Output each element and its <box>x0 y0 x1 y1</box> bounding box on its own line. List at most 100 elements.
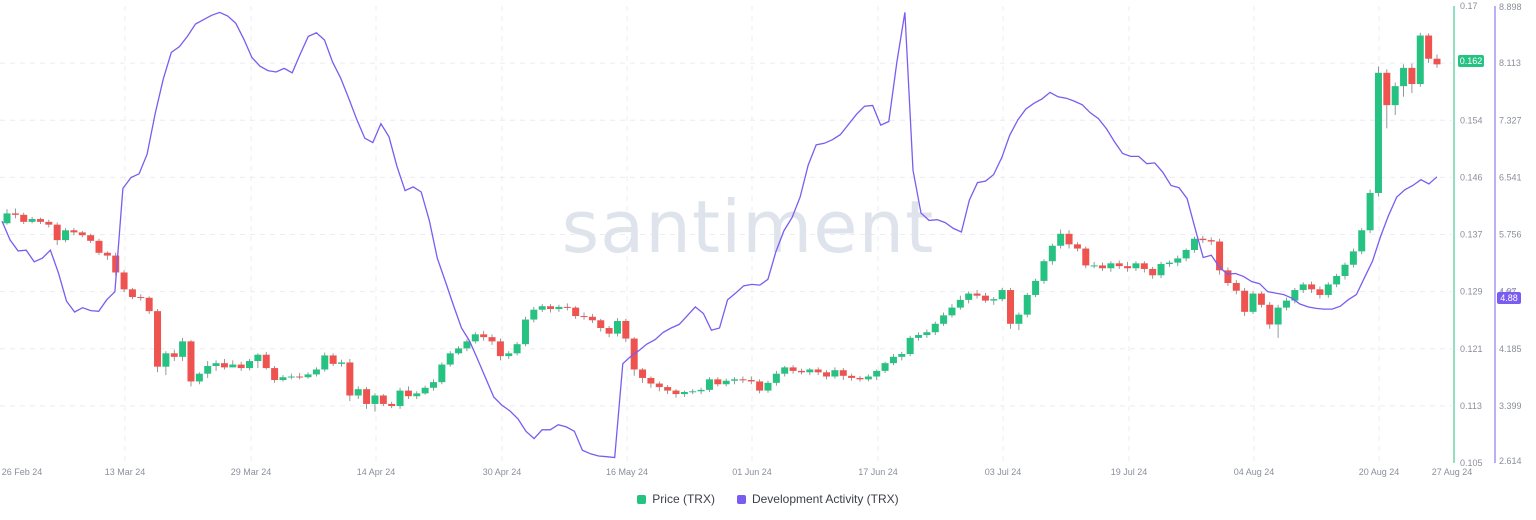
candle-body <box>1023 294 1031 315</box>
candle-body <box>1308 284 1316 290</box>
candle-body <box>1391 86 1399 106</box>
candle-body <box>1216 241 1224 271</box>
candle-body <box>705 379 713 390</box>
candle-body <box>1232 283 1240 291</box>
legend-label-price: Price (TRX) <box>652 492 715 506</box>
candle-body <box>806 369 814 373</box>
x-tick-label: 01 Jun 24 <box>732 467 772 477</box>
candle-body <box>864 376 872 380</box>
price-tick-label: 0.105 <box>1460 458 1483 468</box>
candle-body <box>455 348 463 354</box>
candle-body <box>404 390 412 397</box>
candle-body <box>463 341 471 349</box>
candle-body <box>1040 261 1048 281</box>
x-tick-label: 19 Jul 24 <box>1111 467 1148 477</box>
candle-body <box>873 370 881 377</box>
candle-body <box>62 230 70 241</box>
price-tick-label: 0.137 <box>1460 230 1483 240</box>
candle-body <box>271 368 279 381</box>
candle-body <box>680 391 688 395</box>
candle-body <box>1090 265 1098 267</box>
candle-body <box>1291 290 1299 301</box>
candle-body <box>647 377 655 384</box>
candle-body <box>128 289 136 298</box>
candle-body <box>1341 264 1349 276</box>
candle-body <box>371 395 379 404</box>
candle-body <box>346 362 354 396</box>
candle-body <box>906 337 914 355</box>
candle-body <box>714 379 722 385</box>
candle-body <box>195 373 203 382</box>
candle-body <box>856 377 864 380</box>
candle-body <box>622 320 630 339</box>
candle-body <box>931 323 939 333</box>
candle-body <box>572 307 580 317</box>
candle-body <box>1048 245 1056 262</box>
candle-body <box>28 219 36 222</box>
candle-body <box>940 315 948 324</box>
candle-body <box>563 306 571 308</box>
legend-item-price[interactable]: Price (TRX) <box>637 492 715 506</box>
candle-body <box>1073 244 1081 249</box>
candle-body <box>1257 293 1265 305</box>
candle-body <box>363 389 371 404</box>
candle-body <box>446 353 454 365</box>
candle-body <box>823 372 831 377</box>
candle-body <box>1190 238 1198 250</box>
candle-body <box>1266 304 1274 325</box>
candle-body <box>1425 35 1433 59</box>
candle-body <box>731 379 739 381</box>
candle-body <box>580 316 588 318</box>
candle-body <box>1366 193 1374 231</box>
candle-body <box>1199 238 1207 241</box>
candle-body <box>220 363 228 368</box>
candle-body <box>304 374 312 378</box>
candle-body <box>1124 266 1132 269</box>
candle-body <box>312 369 320 375</box>
candle-body <box>162 353 170 367</box>
candle-body <box>1324 284 1332 295</box>
candle-body <box>672 390 680 395</box>
candle-body <box>137 297 145 299</box>
legend: Price (TRX) Development Activity (TRX) <box>0 492 1536 506</box>
dev-tick-label: 8.898 <box>1499 2 1522 12</box>
x-tick-label: 26 Feb 24 <box>2 467 43 477</box>
dev-tick-label: 6.541 <box>1499 172 1522 182</box>
candle-body <box>747 380 755 382</box>
candle-body <box>538 306 546 310</box>
dev-tick-label: 7.327 <box>1499 115 1522 125</box>
dev-tick-label: 2.614 <box>1499 456 1522 466</box>
candle-body <box>388 403 396 407</box>
candle-body <box>1349 251 1357 265</box>
candle-body <box>956 299 964 308</box>
santiment-watermark: santiment <box>562 185 935 269</box>
candle-body <box>1224 270 1232 284</box>
candle-body <box>112 255 120 273</box>
price-tick-label: 0.154 <box>1460 115 1483 125</box>
candle-body <box>1174 258 1182 263</box>
candle-body <box>338 362 346 364</box>
candle-body <box>95 240 103 253</box>
candle-body <box>246 361 254 369</box>
legend-item-dev[interactable]: Development Activity (TRX) <box>736 492 899 506</box>
candle-body <box>1282 300 1290 308</box>
candle-body <box>413 393 421 397</box>
candle-body <box>664 387 672 391</box>
candle-body <box>881 363 889 371</box>
price-tick-label: 0.129 <box>1460 287 1483 297</box>
candle-body <box>254 354 262 362</box>
last-price-badge: 0.162 <box>1458 55 1484 67</box>
candle-body <box>605 328 613 334</box>
candle-body <box>697 389 705 392</box>
candle-body <box>179 341 187 357</box>
candle-body <box>781 367 789 374</box>
candle-body <box>1182 249 1190 259</box>
price-candles <box>3 32 1441 412</box>
candle-body <box>1416 35 1424 85</box>
dev-tick-label: 4.185 <box>1499 344 1522 354</box>
candle-body <box>1107 263 1115 269</box>
candle-body <box>998 290 1006 300</box>
legend-label-dev: Development Activity (TRX) <box>751 492 899 506</box>
candle-body <box>1249 293 1257 312</box>
dev-tick-label: 8.113 <box>1499 58 1521 68</box>
